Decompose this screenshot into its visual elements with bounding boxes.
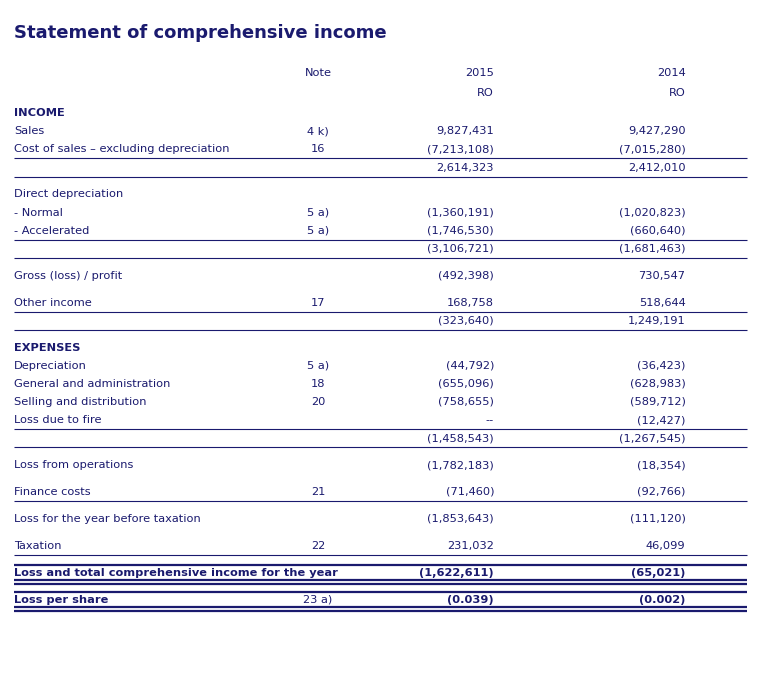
Text: (1,853,643): (1,853,643) (427, 514, 494, 524)
Text: (655,096): (655,096) (438, 379, 494, 389)
Text: 16: 16 (311, 145, 325, 154)
Text: RO: RO (669, 88, 686, 98)
Text: (323,640): (323,640) (438, 316, 494, 326)
Text: Loss from operations: Loss from operations (14, 460, 133, 470)
Text: RO: RO (477, 88, 494, 98)
Text: 18: 18 (311, 379, 325, 389)
Text: 20: 20 (311, 397, 325, 407)
Text: Taxation: Taxation (14, 541, 61, 551)
Text: - Normal: - Normal (14, 208, 63, 218)
Text: 9,827,431: 9,827,431 (437, 126, 494, 137)
Text: 4 k): 4 k) (307, 126, 329, 137)
Text: (44,792): (44,792) (446, 361, 494, 370)
Text: Finance costs: Finance costs (14, 487, 90, 497)
Text: Loss due to fire: Loss due to fire (14, 415, 101, 425)
Text: Note: Note (304, 68, 332, 78)
Text: Loss for the year before taxation: Loss for the year before taxation (14, 514, 201, 524)
Text: Other income: Other income (14, 297, 92, 308)
Text: Gross (loss) / profit: Gross (loss) / profit (14, 270, 122, 281)
Text: 2015: 2015 (465, 68, 494, 78)
Text: (7,015,280): (7,015,280) (619, 145, 686, 154)
Text: Cost of sales – excluding depreciation: Cost of sales – excluding depreciation (14, 145, 229, 154)
Text: 9,427,290: 9,427,290 (628, 126, 686, 137)
Text: 22: 22 (311, 541, 325, 551)
Text: (92,766): (92,766) (637, 487, 686, 497)
Text: Direct depreciation: Direct depreciation (14, 189, 123, 199)
Text: (12,427): (12,427) (637, 415, 686, 425)
Text: Loss per share: Loss per share (14, 595, 108, 604)
Text: (1,458,543): (1,458,543) (427, 433, 494, 443)
Text: Statement of comprehensive income: Statement of comprehensive income (14, 24, 386, 42)
Text: General and administration: General and administration (14, 379, 170, 389)
Text: (1,681,463): (1,681,463) (619, 244, 686, 254)
Text: (1,782,183): (1,782,183) (427, 460, 494, 470)
Text: (3,106,721): (3,106,721) (427, 244, 494, 254)
Text: (628,983): (628,983) (630, 379, 686, 389)
Text: (65,021): (65,021) (631, 568, 686, 578)
Text: 46,099: 46,099 (646, 541, 686, 551)
Text: 2,412,010: 2,412,010 (628, 162, 686, 172)
Text: 231,032: 231,032 (447, 541, 494, 551)
Text: 168,758: 168,758 (447, 297, 494, 308)
Text: (0.039): (0.039) (447, 595, 494, 604)
Text: (7,213,108): (7,213,108) (427, 145, 494, 154)
Text: (1,267,545): (1,267,545) (619, 433, 686, 443)
Text: (71,460): (71,460) (446, 487, 494, 497)
Text: (660,640): (660,640) (630, 226, 686, 236)
Text: 5 a): 5 a) (307, 226, 329, 236)
Text: (0.002): (0.002) (639, 595, 686, 604)
Text: (1,746,530): (1,746,530) (427, 226, 494, 236)
Text: (589,712): (589,712) (630, 397, 686, 407)
Text: Depreciation: Depreciation (14, 361, 87, 370)
Text: (1,020,823): (1,020,823) (619, 208, 686, 218)
Text: Sales: Sales (14, 126, 44, 137)
Text: 23 a): 23 a) (303, 595, 332, 604)
Text: (18,354): (18,354) (637, 460, 686, 470)
Text: Selling and distribution: Selling and distribution (14, 397, 146, 407)
Text: 730,547: 730,547 (639, 270, 686, 281)
Text: - Accelerated: - Accelerated (14, 226, 89, 236)
Text: 21: 21 (311, 487, 325, 497)
Text: 17: 17 (311, 297, 325, 308)
Text: (1,360,191): (1,360,191) (427, 208, 494, 218)
Text: 2014: 2014 (656, 68, 686, 78)
Text: Loss and total comprehensive income for the year: Loss and total comprehensive income for … (14, 568, 338, 578)
Text: EXPENSES: EXPENSES (14, 343, 80, 353)
Text: 5 a): 5 a) (307, 208, 329, 218)
Text: (758,655): (758,655) (438, 397, 494, 407)
Text: 2,614,323: 2,614,323 (437, 162, 494, 172)
Text: (36,423): (36,423) (637, 361, 686, 370)
Text: 518,644: 518,644 (639, 297, 686, 308)
Text: (492,398): (492,398) (438, 270, 494, 281)
Text: INCOME: INCOME (14, 108, 64, 118)
Text: (1,622,611): (1,622,611) (420, 568, 494, 578)
Text: --: -- (486, 415, 494, 425)
Text: 1,249,191: 1,249,191 (628, 316, 686, 326)
Text: (111,120): (111,120) (630, 514, 686, 524)
Text: 5 a): 5 a) (307, 361, 329, 370)
